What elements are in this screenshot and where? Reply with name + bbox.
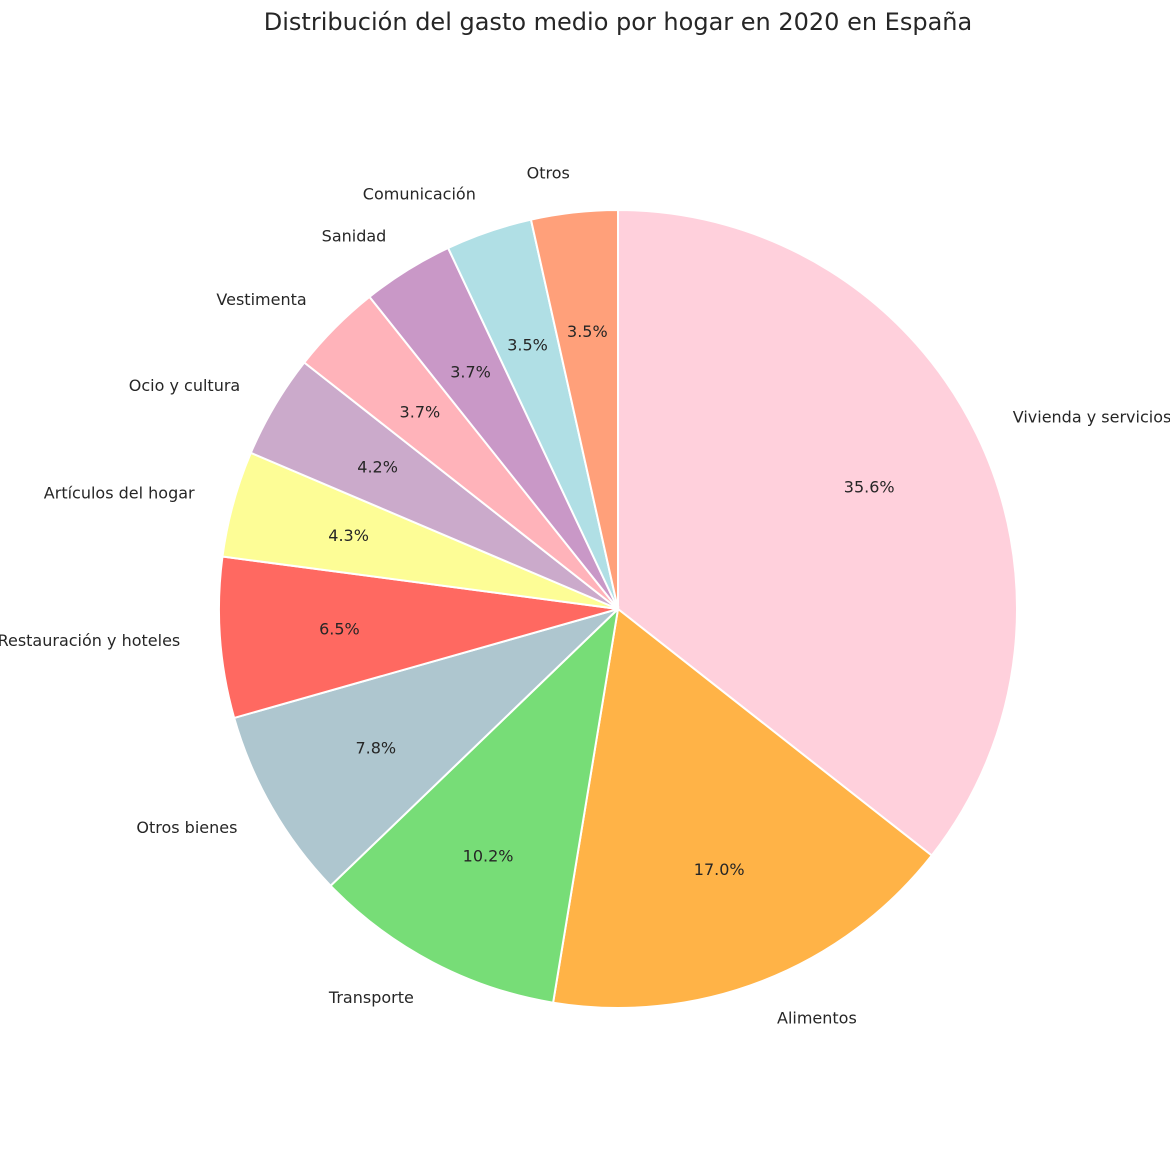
pie-percent-labels: 35.6% 17.0% 10.2% 7.8% 6.5% 4.3% 4.2% 3.7% 3.7% 3…	[319, 322, 895, 879]
pie-slice	[218, 555, 619, 720]
slice-percent-label: 4.2%	[357, 457, 398, 476]
pie-slice	[329, 606, 620, 1004]
slice-label: Artículos del hogar	[44, 484, 195, 503]
pie-slices	[218, 208, 1018, 1010]
slice-percent-label: 35.6%	[844, 477, 895, 496]
slice-percent-label: 3.7%	[450, 362, 491, 381]
slice-percent-label: 3.7%	[400, 403, 441, 422]
slice-label: Vestimenta	[216, 290, 306, 309]
slice-percent-label: 10.2%	[463, 847, 514, 866]
slice-label: Comunicación	[363, 184, 476, 203]
chart-title: Distribución del gasto medio por hogar e…	[263, 8, 973, 36]
pie-slice	[232, 608, 619, 888]
slice-label: Sanidad	[322, 227, 387, 246]
slice-percent-label: 4.3%	[328, 526, 369, 545]
slice-label: Otros bienes	[136, 818, 237, 837]
pie-slice	[551, 607, 934, 1010]
slice-label: Transporte	[328, 988, 414, 1007]
slice-label: Ocio y cultura	[129, 376, 240, 395]
slice-label: Restauración y hoteles	[0, 631, 180, 650]
slice-label: Vivienda y servicios	[1013, 408, 1170, 427]
pie-labels: Vivienda y servicios Alimentos Transporte O…	[0, 163, 1170, 1027]
slice-percent-label: 3.5%	[507, 335, 548, 354]
pie-slice	[617, 208, 1018, 857]
slice-percent-label: 17.0%	[694, 860, 745, 879]
pie-slice	[529, 208, 619, 610]
slice-percent-label: 3.5%	[567, 322, 608, 341]
slice-percent-label: 7.8%	[355, 739, 396, 758]
slice-percent-label: 6.5%	[319, 620, 360, 639]
slice-label: Alimentos	[777, 1009, 857, 1028]
slice-label: Otros	[527, 163, 570, 182]
